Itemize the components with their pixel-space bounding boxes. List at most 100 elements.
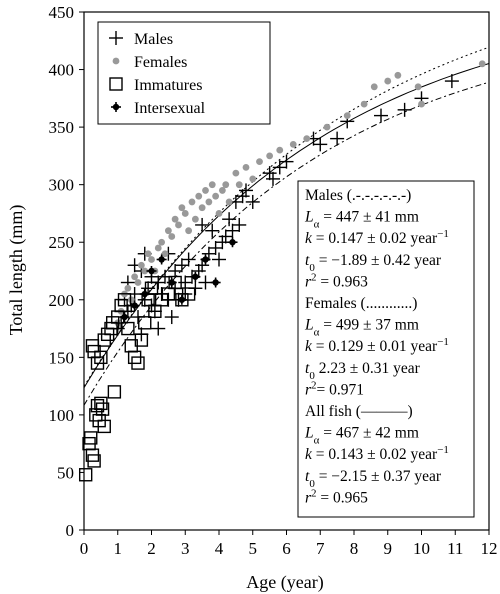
point-females-24 — [195, 192, 203, 200]
point-females-50 — [418, 100, 425, 108]
point-females-48 — [394, 71, 402, 79]
point-females-27 — [205, 198, 213, 206]
point-intersexual-4 — [156, 254, 167, 265]
point-females-23 — [191, 215, 199, 223]
point-females-51 — [478, 60, 486, 68]
point-intersexual-5 — [166, 277, 177, 288]
point-females-36 — [242, 164, 250, 171]
x-axis-title: Age (year) — [246, 572, 323, 593]
legend-label-intersexual: Intersexual — [134, 100, 206, 117]
point-females-30 — [215, 210, 223, 217]
point-females-26 — [202, 187, 209, 194]
stats-line-2: k = 0.147 ± 0.02 year−1 — [305, 228, 449, 247]
point-males-59 — [397, 102, 412, 117]
point-females-21 — [185, 227, 193, 235]
point-females-31 — [218, 187, 226, 194]
stats-line-11: Lα = 467 ± 42 mm — [304, 425, 419, 447]
point-males-42 — [218, 229, 233, 244]
stats-line-13: t0 = −2.15 ± 0.37 year — [305, 468, 442, 490]
point-immatures-27 — [134, 333, 149, 347]
point-males-47 — [235, 189, 250, 204]
y-tick-label-300: 300 — [49, 176, 75, 195]
stats-line-14: r2 = 0.965 — [305, 487, 368, 506]
point-males-43 — [222, 212, 237, 227]
point-females-35 — [235, 181, 243, 189]
y-tick-label-250: 250 — [49, 233, 75, 252]
point-males-35 — [195, 217, 210, 232]
point-immatures-14 — [94, 350, 108, 365]
point-males-53 — [279, 154, 294, 169]
legend-marker-females — [112, 57, 120, 65]
point-females-12 — [154, 244, 162, 252]
legend-box — [97, 21, 271, 125]
stats-line-5: Females (............) — [305, 295, 417, 312]
x-tick-label-5: 5 — [249, 539, 258, 558]
y-tick-label-0: 0 — [66, 521, 75, 540]
point-females-5 — [131, 273, 139, 281]
legend-marker-intersexual — [111, 102, 121, 112]
point-females-33 — [225, 198, 233, 206]
point-intersexual-8 — [200, 254, 211, 265]
point-males-41 — [215, 235, 230, 250]
stats-line-6: Lα = 499 ± 37 mm — [304, 317, 419, 339]
point-males-51 — [266, 171, 280, 186]
axes: 0 1 2 3 4 5 6 7 8 9 10 11 12050100150200250300350400… — [49, 3, 498, 558]
point-males-48 — [239, 183, 253, 198]
point-intersexual-7 — [190, 271, 201, 282]
point-females-44 — [343, 112, 351, 119]
point-immatures-22 — [117, 293, 132, 307]
point-females-4 — [127, 296, 135, 304]
point-males-49 — [245, 194, 260, 209]
point-immatures-31 — [148, 304, 162, 318]
point-females-37 — [249, 175, 257, 183]
stats-box: Males (.-.-.-.-.-.-) Lα = 447 ± 41 mmk = … — [297, 180, 475, 518]
point-females-9 — [144, 250, 152, 258]
x-tick-label-10: 10 — [413, 539, 430, 558]
y-tick-label-100: 100 — [49, 406, 75, 425]
point-females-42 — [303, 135, 311, 143]
point-males-52 — [272, 160, 287, 175]
point-males-27 — [174, 258, 189, 273]
point-males-37 — [201, 246, 216, 261]
point-females-34 — [232, 169, 240, 177]
point-immatures-30 — [144, 281, 159, 295]
point-females-45 — [360, 100, 368, 108]
stats-line-4: r2 = 0.963 — [305, 271, 368, 290]
point-females-41 — [289, 140, 297, 148]
point-females-32 — [222, 181, 230, 189]
point-males-40 — [212, 252, 226, 267]
point-immatures-4 — [87, 454, 101, 468]
stats-line-9: r2= 0.971 — [305, 379, 364, 398]
point-immatures-2 — [84, 431, 98, 445]
legend: Males Females Immatures Intersexual — [97, 21, 271, 125]
point-males-16 — [147, 304, 162, 319]
point-females-22 — [188, 198, 196, 206]
point-females-16 — [168, 233, 176, 240]
point-immatures-6 — [90, 398, 105, 413]
point-immatures-10 — [97, 419, 111, 434]
stats-box-frame — [297, 180, 475, 518]
point-intersexual-0 — [119, 312, 130, 323]
x-tick-label-7: 7 — [316, 539, 325, 558]
point-intersexual-3 — [146, 266, 157, 276]
x-tick-label-3: 3 — [181, 539, 190, 558]
y-tick-label-50: 50 — [57, 463, 74, 482]
y-tick-label-400: 400 — [49, 61, 75, 80]
y-tick-label-450: 450 — [49, 3, 75, 22]
point-females-49 — [414, 83, 422, 91]
point-intersexual-10 — [227, 237, 238, 248]
stats-line-1: Lα = 447 ± 41 mm — [304, 209, 419, 231]
point-males-23 — [164, 310, 179, 325]
x-tick-label-11: 11 — [447, 539, 463, 558]
plot-area — [78, 46, 490, 482]
stats-line-8: t0 2.23 ± 0.31 year — [305, 360, 421, 382]
y-tick-label-350: 350 — [49, 118, 75, 137]
point-females-15 — [164, 227, 172, 235]
point-males-33 — [191, 264, 206, 278]
point-males-34 — [195, 258, 210, 273]
point-females-47 — [384, 77, 392, 85]
x-tick-label-2: 2 — [147, 539, 156, 558]
x-tick-label-6: 6 — [282, 539, 291, 558]
point-males-18 — [151, 321, 166, 336]
stats-line-0: Males (.-.-.-.-.-.-) — [305, 187, 411, 204]
